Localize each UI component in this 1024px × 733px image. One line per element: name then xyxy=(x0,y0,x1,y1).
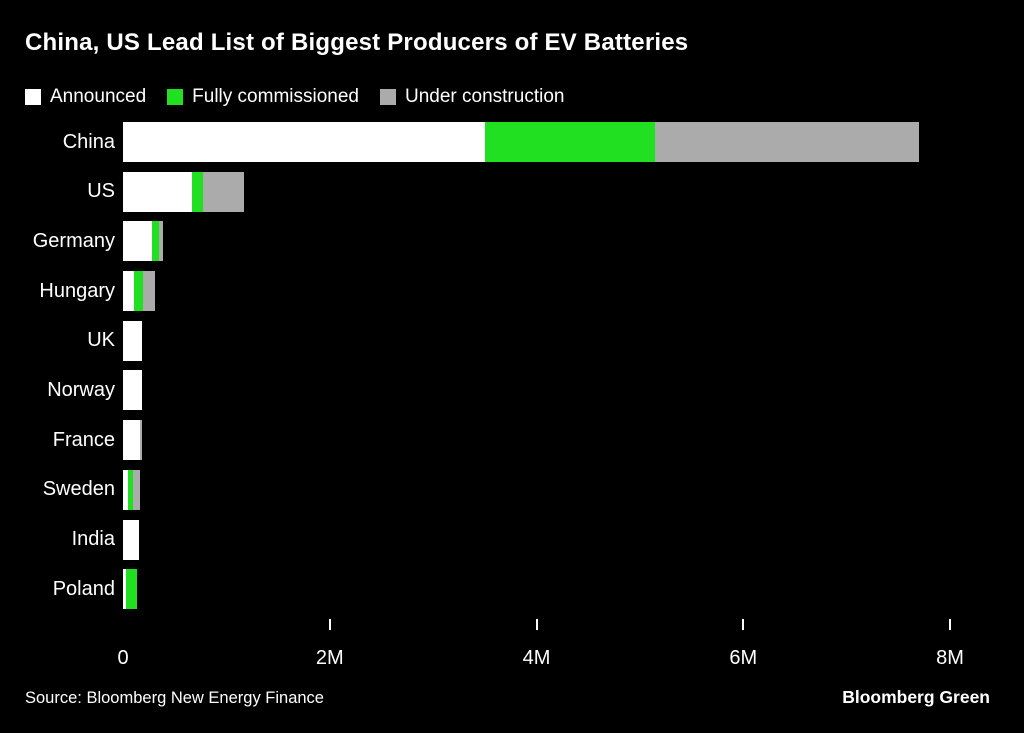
bar-track xyxy=(123,221,950,262)
category-label: Germany xyxy=(32,229,115,252)
plot-rows: China US Germany Hungary UK Norway France Swede… xyxy=(0,122,950,610)
category-label: UK xyxy=(87,329,115,352)
bloomberg-green-logo: Bloomberg Green xyxy=(842,687,990,707)
legend-item-announced: Announced xyxy=(25,86,146,108)
bar-row-china: China xyxy=(0,122,950,162)
bar-row-france: France xyxy=(0,420,950,461)
bar-row-uk: UK xyxy=(0,320,950,361)
axis-plot: 0 2M 4M 6M 8M xyxy=(117,618,964,683)
legend: Announced Fully commissioned Under constru… xyxy=(25,86,564,108)
bar-segment-announced xyxy=(123,519,139,560)
bar-track xyxy=(123,320,950,361)
legend-label: Announced xyxy=(50,86,147,107)
chart-area: China US Germany Hungary UK Norway France Swede… xyxy=(0,122,1024,683)
axis-tick-label: 8M xyxy=(936,646,964,669)
legend-swatch-icon xyxy=(167,89,184,105)
bar-segment-under-construction xyxy=(142,271,156,312)
bar-segment-announced xyxy=(123,122,485,162)
bar-segment-announced xyxy=(123,171,193,212)
bar-track xyxy=(123,420,950,461)
category-label: Sweden xyxy=(42,478,115,501)
category-label: China xyxy=(62,130,115,153)
category-label: France xyxy=(52,428,115,451)
axis-tick-mark xyxy=(949,618,951,630)
bar-segment-fully-commissioned xyxy=(128,469,134,510)
bar-segment-announced xyxy=(123,221,152,262)
bar-track xyxy=(123,370,950,411)
legend-item-fully-commissioned: Fully commissioned xyxy=(167,86,359,108)
bar-segment-fully-commissioned xyxy=(484,122,656,162)
bar-track xyxy=(123,171,950,212)
axis-tick-mark xyxy=(742,618,745,630)
axis-tick-label: 2M xyxy=(315,646,344,669)
category-label: Poland xyxy=(52,577,115,600)
bar-row-sweden: Sweden xyxy=(0,469,950,510)
axis-tick-label: 4M xyxy=(522,646,551,669)
axis-tick-label: 6M xyxy=(729,646,758,669)
axis-tick-mark xyxy=(328,618,331,630)
axis-tick-mark xyxy=(535,618,538,630)
source-note: Source: Bloomberg New Energy Finance xyxy=(25,689,324,707)
category-label: US xyxy=(87,180,115,203)
bar-segment-announced xyxy=(123,370,142,411)
bar-segment-announced xyxy=(123,420,140,461)
bar-segment-fully-commissioned xyxy=(126,569,138,610)
bar-segment-fully-commissioned xyxy=(192,171,203,212)
bar-segment-announced xyxy=(123,271,135,312)
bar-segment-announced xyxy=(123,569,127,610)
bar-track xyxy=(123,519,950,560)
category-label: Hungary xyxy=(39,279,115,302)
bar-segment-announced xyxy=(123,469,129,510)
bar-segment-fully-commissioned xyxy=(151,221,160,262)
bar-segment-under-construction xyxy=(159,221,164,262)
legend-item-under-construction: Under construction xyxy=(379,86,565,108)
bar-track xyxy=(123,469,950,510)
bar-track xyxy=(123,569,950,610)
bar-segment-under-construction xyxy=(133,469,140,510)
bar-row-norway: Norway xyxy=(0,370,950,411)
category-label: India xyxy=(71,528,115,550)
bar-track xyxy=(123,271,950,312)
bar-row-germany: Germany xyxy=(0,221,950,262)
bar-row-us: US xyxy=(0,171,950,212)
legend-label: Under construction xyxy=(404,86,565,107)
legend-swatch-icon xyxy=(25,89,41,105)
axis-tick-label: 0 xyxy=(117,646,129,669)
bar-segment-under-construction xyxy=(202,171,244,212)
bar-segment-fully-commissioned xyxy=(134,271,143,312)
bar-segment-under-construction xyxy=(139,420,142,461)
chart-title: China, US Lead List of Biggest Producers… xyxy=(25,29,689,56)
bar-track xyxy=(123,122,950,162)
bar-row-hungary: Hungary xyxy=(0,271,950,312)
category-label: Norway xyxy=(47,378,115,401)
bar-row-india: India xyxy=(0,519,950,560)
x-axis: 0 2M 4M 6M 8M xyxy=(0,618,964,683)
legend-swatch-icon xyxy=(379,89,396,105)
axis-spacer xyxy=(0,619,123,683)
legend-label: Fully commissioned xyxy=(192,86,359,107)
bar-segment-under-construction xyxy=(655,122,919,162)
bar-segment-announced xyxy=(123,320,142,361)
bar-row-poland: Poland xyxy=(0,569,950,610)
